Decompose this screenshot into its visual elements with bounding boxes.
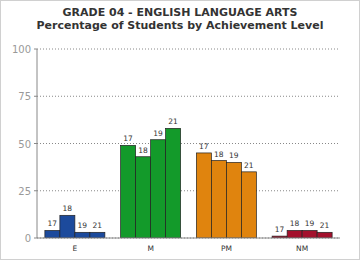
y-tick-label: 50 [18, 139, 31, 150]
chart: GRADE 04 - ENGLISH LANGUAGE ARTSPercenta… [0, 0, 360, 260]
x-tick-label: M [147, 244, 153, 253]
bar-series-label: 17 [199, 142, 209, 151]
y-tick-label: 0 [25, 233, 31, 244]
bar [317, 232, 332, 238]
bar-series-label: 18 [138, 146, 148, 155]
bar-series-label: 17 [48, 219, 58, 228]
bar [211, 161, 226, 238]
y-tick-label: 100 [12, 44, 31, 55]
bar-series-label: 17 [123, 134, 133, 143]
bar [166, 128, 181, 238]
grid-line [37, 96, 340, 97]
bar [226, 162, 241, 238]
bar-series-label: 19 [305, 219, 315, 228]
grid-line [37, 238, 340, 239]
grid-line [37, 190, 340, 191]
bar-series-label: 18 [63, 204, 73, 213]
bar [60, 215, 75, 238]
bars [45, 128, 332, 238]
x-tick-label: NM [296, 244, 308, 253]
bar [302, 230, 317, 238]
title: GRADE 04 - ENGLISH LANGUAGE ARTS [63, 6, 298, 19]
bar [136, 157, 151, 238]
bar-series-label: 19 [229, 151, 239, 160]
x-tick-label: PM [221, 244, 232, 253]
bar-series-label: 21 [168, 117, 178, 126]
bar-series-label: 21 [244, 161, 254, 170]
x-axis [37, 238, 340, 239]
bar [287, 230, 302, 238]
grid-line [37, 143, 340, 144]
bar [196, 153, 211, 238]
bar [90, 232, 105, 238]
y-tick-label: 25 [18, 186, 31, 197]
subtitle: Percentage of Students by Achievement Le… [37, 19, 324, 32]
bar [151, 140, 166, 238]
bar-series-label: 17 [275, 225, 285, 234]
bar [241, 172, 256, 238]
y-tick-label: 75 [18, 91, 31, 102]
bar-series-label: 19 [78, 221, 88, 230]
bar-series-label: 18 [214, 150, 224, 159]
bar [75, 232, 90, 238]
bar-series-label: 21 [93, 221, 103, 230]
bar-series-label: 18 [290, 219, 300, 228]
bar-series-label: 19 [153, 129, 163, 138]
y-axis [37, 49, 38, 238]
grid-line [37, 49, 340, 50]
bar [45, 230, 60, 238]
bar [121, 145, 136, 238]
background [1, 1, 360, 260]
x-tick-label: E [73, 244, 78, 253]
bar-series-label: 21 [320, 221, 330, 230]
